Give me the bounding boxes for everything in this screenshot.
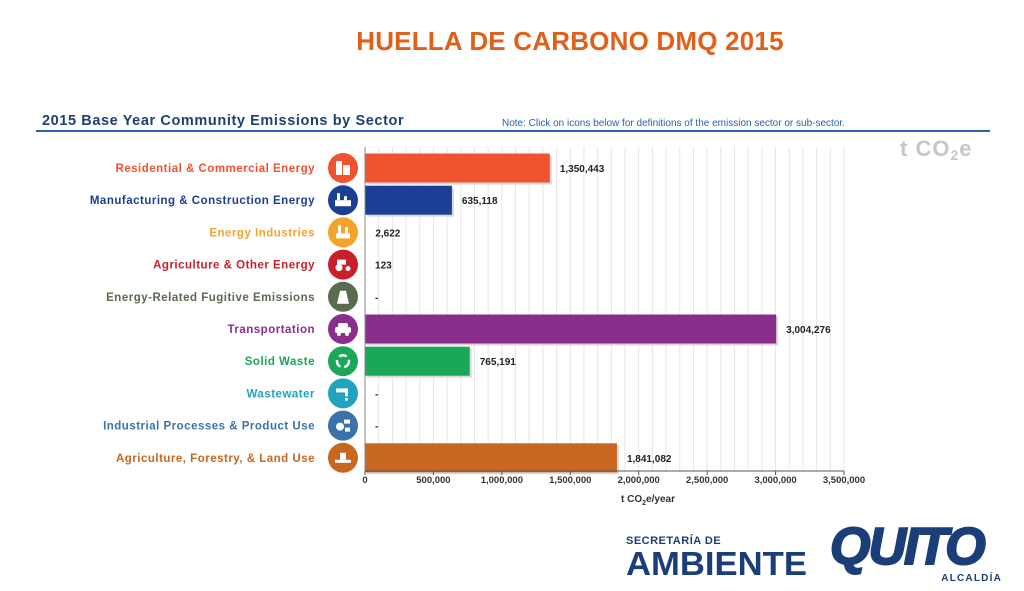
bar <box>365 185 452 215</box>
title-divider <box>36 130 990 132</box>
x-tick-label: 1,000,000 <box>481 475 523 486</box>
chart-note: Note: Click on icons below for definitio… <box>502 118 845 129</box>
category-label: Energy-Related Fugitive Emissions <box>106 292 315 304</box>
industry-process-icon[interactable] <box>328 410 358 441</box>
icon-badge[interactable] <box>328 217 358 248</box>
bar <box>365 443 617 473</box>
logo-ambiente-text: AMBIENTE <box>626 545 807 582</box>
category-label: Transportation <box>227 324 315 336</box>
value-label: - <box>375 293 378 304</box>
category-label: Residential & Commercial Energy <box>115 163 315 175</box>
category-label: Wastewater <box>247 388 316 400</box>
recycle-icon[interactable] <box>328 346 358 377</box>
x-tick-label: 500,000 <box>416 475 450 486</box>
value-label: 123 <box>375 261 392 272</box>
category-label: Agriculture & Other Energy <box>153 260 315 272</box>
bar <box>365 314 777 344</box>
value-label: 2,622 <box>375 228 400 239</box>
x-tick-label: 2,000,000 <box>618 475 660 486</box>
power-plant-icon[interactable] <box>328 217 358 248</box>
value-label: 3,004,276 <box>786 325 831 336</box>
x-tick-label: 1,500,000 <box>549 475 591 486</box>
secretaria-ambiente-logo: SECRETARÍA DE AMBIENTE <box>626 535 807 581</box>
icon-badge[interactable] <box>328 346 358 377</box>
value-label: 635,118 <box>462 196 498 207</box>
chart-title: 2015 Base Year Community Emissions by Se… <box>42 113 405 129</box>
value-label: 1,841,082 <box>627 454 672 465</box>
value-label: - <box>375 389 378 400</box>
cooling-tower-icon[interactable] <box>328 281 358 312</box>
x-tick-label: 0 <box>362 475 367 486</box>
faucet-icon[interactable] <box>328 378 358 409</box>
land-use-icon[interactable] <box>328 442 358 473</box>
slide-title: HUELLA DE CARBONO DMQ 2015 <box>356 26 784 56</box>
value-label: - <box>375 422 378 433</box>
bar <box>365 153 550 183</box>
x-tick-label: 3,000,000 <box>754 475 796 486</box>
car-icon[interactable] <box>328 314 358 344</box>
category-label: Industrial Processes & Product Use <box>103 421 315 433</box>
logo-quito-text: QUITO <box>829 518 987 576</box>
quito-alcaldia-logo: QUITO ALCALDÍA <box>829 518 1006 588</box>
x-axis: 0 500,000 1,000,000 1,500,000 2,000,000 2,500… <box>362 147 865 486</box>
x-tick-label: 3,500,000 <box>823 475 865 486</box>
value-label: 1,350,443 <box>560 164 605 175</box>
value-label: 765,191 <box>480 357 517 368</box>
category-label: Manufacturing & Construction Energy <box>90 195 315 207</box>
building-icon[interactable] <box>328 153 358 183</box>
x-tick-label: 2,500,000 <box>686 475 728 486</box>
category-label: Agriculture, Forestry, & Land Use <box>116 453 315 465</box>
logo-secretaria-text: SECRETARÍA DE <box>626 535 722 547</box>
tractor-icon[interactable] <box>328 249 358 280</box>
bars <box>365 153 779 475</box>
factory-icon[interactable] <box>328 185 358 216</box>
value-labels: 1,350,443 635,118 2,622 123 - 3,004,276 765,19… <box>375 164 831 465</box>
category-icons <box>328 153 358 473</box>
icon-badge[interactable] <box>328 378 358 409</box>
category-labels: Residential & Commercial Energy Manufactu… <box>90 163 315 465</box>
logo-alcaldia-text: ALCALDÍA <box>941 573 1002 584</box>
unit-watermark: t CO2e <box>900 136 973 163</box>
bar <box>365 346 470 376</box>
category-label: Energy Industries <box>209 227 315 239</box>
category-label: Solid Waste <box>245 356 315 368</box>
x-axis-label: t CO2e/year <box>621 494 675 507</box>
